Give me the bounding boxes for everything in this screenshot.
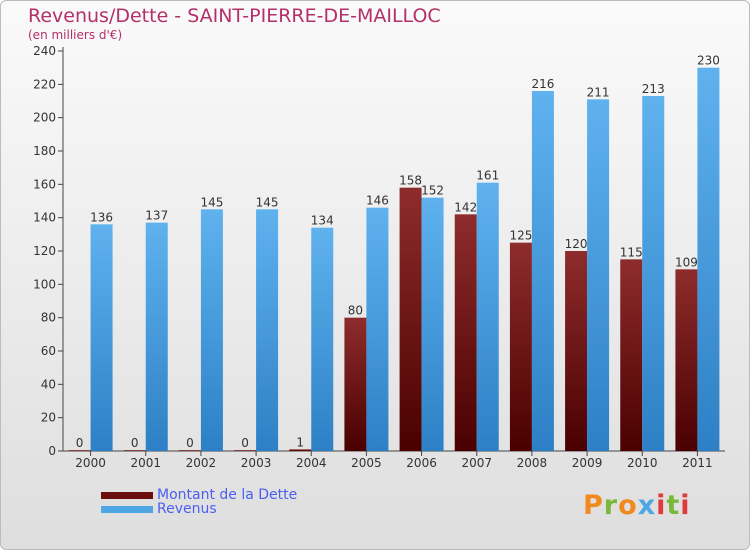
data-label: 142 xyxy=(454,200,477,214)
y-tick-label: 100 xyxy=(33,277,56,291)
y-tick-label: 200 xyxy=(33,111,56,125)
data-label: 1 xyxy=(296,435,304,449)
revenus-bar xyxy=(311,227,334,451)
proxiti-logo: Proxiti xyxy=(583,490,691,521)
dette-bar xyxy=(399,187,422,451)
data-label: 230 xyxy=(697,54,720,68)
revenus-bar xyxy=(421,197,444,451)
revenus-bar xyxy=(531,91,554,451)
y-tick-label: 140 xyxy=(33,211,56,225)
data-label: 134 xyxy=(311,214,334,228)
y-tick-label: 120 xyxy=(33,244,56,258)
data-label: 145 xyxy=(256,195,279,209)
y-tick-label: 220 xyxy=(33,77,56,91)
legend-swatch-revenus xyxy=(101,505,153,513)
y-tick-label: 40 xyxy=(41,377,56,391)
revenus-bar xyxy=(366,207,389,451)
data-label: 145 xyxy=(200,195,223,209)
revenus-bar xyxy=(90,224,113,451)
dette-bar xyxy=(68,450,91,451)
x-tick-label: 2007 xyxy=(461,456,492,470)
logo-letter: P xyxy=(583,490,604,521)
x-tick-label: 2011 xyxy=(682,456,713,470)
bars xyxy=(68,67,720,452)
logo-letter: i xyxy=(656,490,667,521)
data-label: 0 xyxy=(186,436,194,450)
x-tick-label: 2006 xyxy=(406,456,437,470)
logo-letter: t xyxy=(666,490,681,521)
data-label: 158 xyxy=(399,174,422,188)
data-label: 152 xyxy=(421,184,444,198)
logo-letter: r xyxy=(603,490,619,521)
data-label: 136 xyxy=(90,210,113,224)
y-tick-label: 240 xyxy=(33,44,56,58)
x-tick-label: 2003 xyxy=(241,456,272,470)
data-label: 120 xyxy=(565,237,588,251)
data-label: 80 xyxy=(348,304,363,318)
x-tick-label: 2009 xyxy=(572,456,603,470)
data-label: 213 xyxy=(642,82,665,96)
data-label: 137 xyxy=(145,209,168,223)
legend-label-dette: Montant de la Dette xyxy=(157,487,298,503)
data-label: 216 xyxy=(531,77,554,91)
x-tick-label: 2010 xyxy=(627,456,658,470)
dette-bar xyxy=(344,317,367,451)
data-label: 161 xyxy=(476,169,499,183)
dette-bar xyxy=(123,450,146,451)
x-tick-label: 2001 xyxy=(130,456,161,470)
legend-item-revenus: Revenus xyxy=(101,501,217,517)
revenus-bar xyxy=(256,209,279,451)
dette-bar xyxy=(289,449,312,451)
data-label: 109 xyxy=(675,255,698,269)
x-tick-label: 2000 xyxy=(75,456,106,470)
revenus-bar xyxy=(145,222,168,451)
y-tick-label: 80 xyxy=(41,311,56,325)
logo-letter: x xyxy=(637,490,657,521)
legend-label-revenus: Revenus xyxy=(157,501,217,517)
logo-letter: o xyxy=(618,490,638,521)
revenus-bar xyxy=(697,67,720,452)
data-label: 0 xyxy=(131,436,139,450)
revenus-bar xyxy=(642,96,665,451)
legend-item-dette: Montant de la Dette xyxy=(101,487,297,503)
dette-bar xyxy=(234,450,257,451)
dette-bar xyxy=(454,214,477,451)
y-tick-label: 20 xyxy=(41,411,56,425)
y-tick-label: 180 xyxy=(33,144,56,158)
legend-swatch-dette xyxy=(101,491,153,499)
data-label: 115 xyxy=(620,245,643,259)
dette-bar xyxy=(565,251,588,451)
dette-bar xyxy=(509,242,532,451)
data-label: 211 xyxy=(587,85,610,99)
dette-bar xyxy=(675,269,698,451)
dette-bar xyxy=(178,450,201,451)
data-label: 125 xyxy=(509,229,532,243)
y-tick-label: 160 xyxy=(33,177,56,191)
x-tick-label: 2004 xyxy=(296,456,327,470)
chart-subtitle: (en milliers d'€) xyxy=(28,28,123,42)
data-label: 0 xyxy=(76,436,84,450)
dette-bar xyxy=(620,259,643,451)
revenus-bar xyxy=(587,99,610,451)
y-tick-label: 60 xyxy=(41,344,56,358)
chart-title: Revenus/Dette - SAINT-PIERRE-DE-MAILLOC xyxy=(28,5,441,27)
logo-letter: i xyxy=(680,490,691,521)
data-label: 0 xyxy=(241,436,249,450)
revenus-bar xyxy=(200,209,223,451)
x-tick-label: 2008 xyxy=(517,456,548,470)
data-label: 146 xyxy=(366,194,389,208)
y-tick-label: 0 xyxy=(48,444,56,458)
revenus-bar xyxy=(476,182,499,451)
x-tick-label: 2002 xyxy=(186,456,217,470)
x-tick-label: 2005 xyxy=(351,456,382,470)
